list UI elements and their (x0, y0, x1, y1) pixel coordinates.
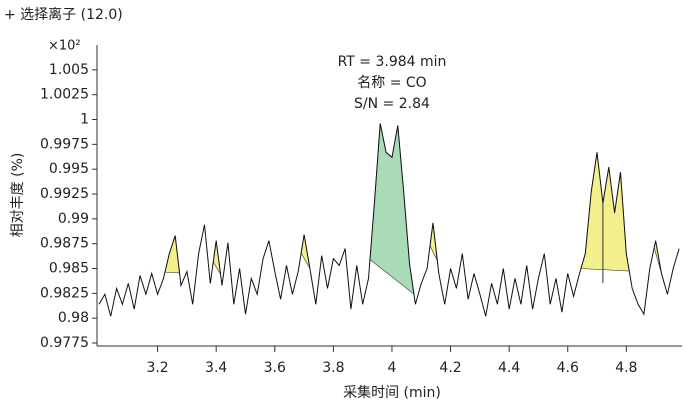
x-tick-label: 3.2 (146, 360, 168, 376)
y-tick-label: 0.9875 (40, 236, 89, 252)
y-tick-label: 0.9775 (40, 335, 89, 351)
y-tick-label: 0.98 (58, 310, 89, 326)
y-tick-label: 1.0025 (40, 87, 89, 103)
y-tick-label: 1.005 (49, 62, 89, 78)
x-tick-label: 3.4 (205, 360, 227, 376)
peak-area (580, 152, 630, 272)
y-multiplier: ×10² (48, 39, 81, 54)
y-tick-label: 0.9925 (40, 186, 89, 202)
x-tick-label: 3.8 (322, 360, 344, 376)
x-tick-label: 4 (388, 360, 397, 376)
x-axis-label: 采集时间 (min) (343, 384, 441, 401)
y-tick-label: 0.985 (49, 261, 89, 277)
y-tick-label: 0.9975 (40, 136, 89, 152)
x-tick-label: 4.2 (439, 360, 461, 376)
x-tick-label: 4.4 (498, 360, 520, 376)
annotation: S/N = 2.84 (354, 96, 430, 112)
x-tick-label: 3.6 (264, 360, 286, 376)
chart-title: + 选择离子 (12.0) (4, 6, 123, 23)
y-axis-label: 相对丰度 (%) (10, 153, 26, 238)
y-tick-label: 0.9825 (40, 285, 89, 301)
annotation: RT = 3.984 min (338, 54, 447, 70)
y-tick-label: 0.995 (49, 161, 89, 177)
y-tick-label: 0.99 (58, 211, 89, 227)
x-tick-label: 4.8 (615, 360, 637, 376)
y-tick-label: 1 (80, 112, 89, 128)
peak-area (369, 123, 415, 295)
x-tick-label: 4.6 (557, 360, 579, 376)
signal-line (98, 123, 680, 317)
annotation: 名称 = CO (357, 75, 426, 91)
